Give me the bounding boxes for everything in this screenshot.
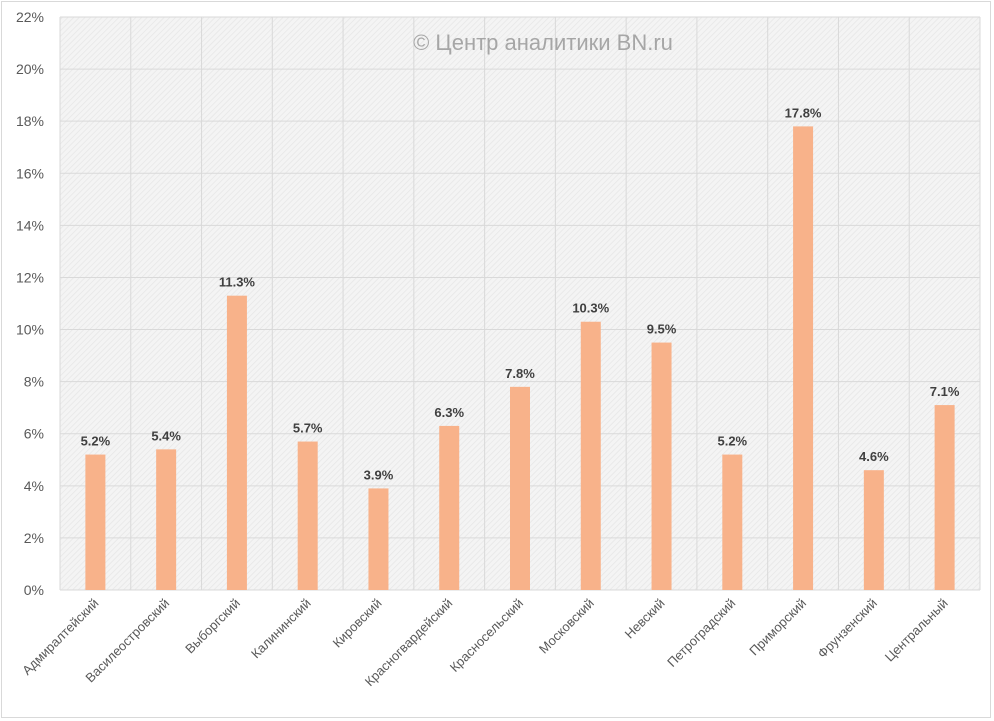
data-label: 17.8% [785, 105, 822, 120]
data-label: 4.6% [859, 449, 889, 464]
y-tick-label: 10% [16, 322, 44, 338]
bar [722, 454, 743, 590]
bar [297, 441, 318, 590]
data-label: 7.8% [505, 366, 535, 381]
y-tick-label: 0% [24, 582, 44, 598]
y-tick-label: 2% [24, 530, 44, 546]
x-category-label: Калининский [248, 596, 314, 662]
bar [934, 405, 955, 590]
data-label: 5.4% [151, 428, 181, 443]
x-category-label: Приморский [746, 596, 809, 659]
bar [580, 321, 601, 590]
data-label: 9.5% [647, 322, 677, 337]
data-label: 5.2% [717, 434, 747, 449]
bar [85, 454, 106, 590]
y-tick-label: 20% [16, 61, 44, 77]
x-category-label: Красносельский [447, 596, 526, 675]
x-category-label: Кировский [330, 596, 385, 651]
y-tick-label: 12% [16, 269, 44, 285]
data-label: 6.3% [434, 405, 464, 420]
x-category-label: Выборгский [182, 596, 243, 657]
data-label: 10.3% [572, 301, 609, 316]
y-tick-label: 6% [24, 426, 44, 442]
vertical-gridlines [59, 17, 981, 590]
y-tick-label: 8% [24, 374, 44, 390]
bar [510, 386, 530, 590]
y-tick-label: 14% [16, 217, 44, 233]
x-category-label: Адмиралтейский [19, 596, 101, 678]
bar [368, 488, 389, 590]
data-label: 5.2% [81, 434, 111, 449]
x-category-label: Невский [622, 596, 668, 642]
x-category-label: Фрунзенский [814, 596, 879, 661]
data-label: 7.1% [930, 384, 960, 399]
x-category-label: Центральный [882, 596, 951, 665]
x-category-label: Московский [536, 596, 597, 657]
bar [793, 126, 814, 591]
bar [863, 470, 884, 590]
bar [156, 449, 177, 590]
watermark: © Центр аналитики BN.ru [413, 30, 673, 55]
bar [439, 425, 460, 590]
data-label: 3.9% [364, 467, 394, 482]
x-category-label: Петроградский [664, 596, 738, 670]
bar [226, 295, 247, 590]
y-axis-ticks: 0% 2% 4% 6% 8% 10% 12% 14% 16% 18% 20% 22% [16, 9, 44, 598]
bar [651, 342, 672, 590]
data-labels: 5.2% 5.4% 11.3% 5.7% 3.9% 6.3% 7.8% 10.3% 9.5% 5.… [81, 105, 960, 482]
y-tick-label: 4% [24, 478, 44, 494]
y-tick-label: 22% [16, 9, 44, 25]
data-label: 5.7% [293, 421, 323, 436]
y-tick-label: 18% [16, 113, 44, 129]
y-tick-label: 16% [16, 165, 44, 181]
bars [85, 126, 955, 591]
data-label: 11.3% [219, 275, 256, 290]
